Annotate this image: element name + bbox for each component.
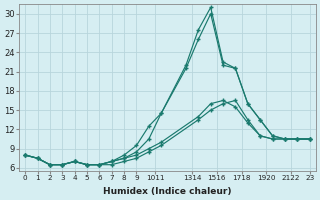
X-axis label: Humidex (Indice chaleur): Humidex (Indice chaleur) (103, 187, 232, 196)
